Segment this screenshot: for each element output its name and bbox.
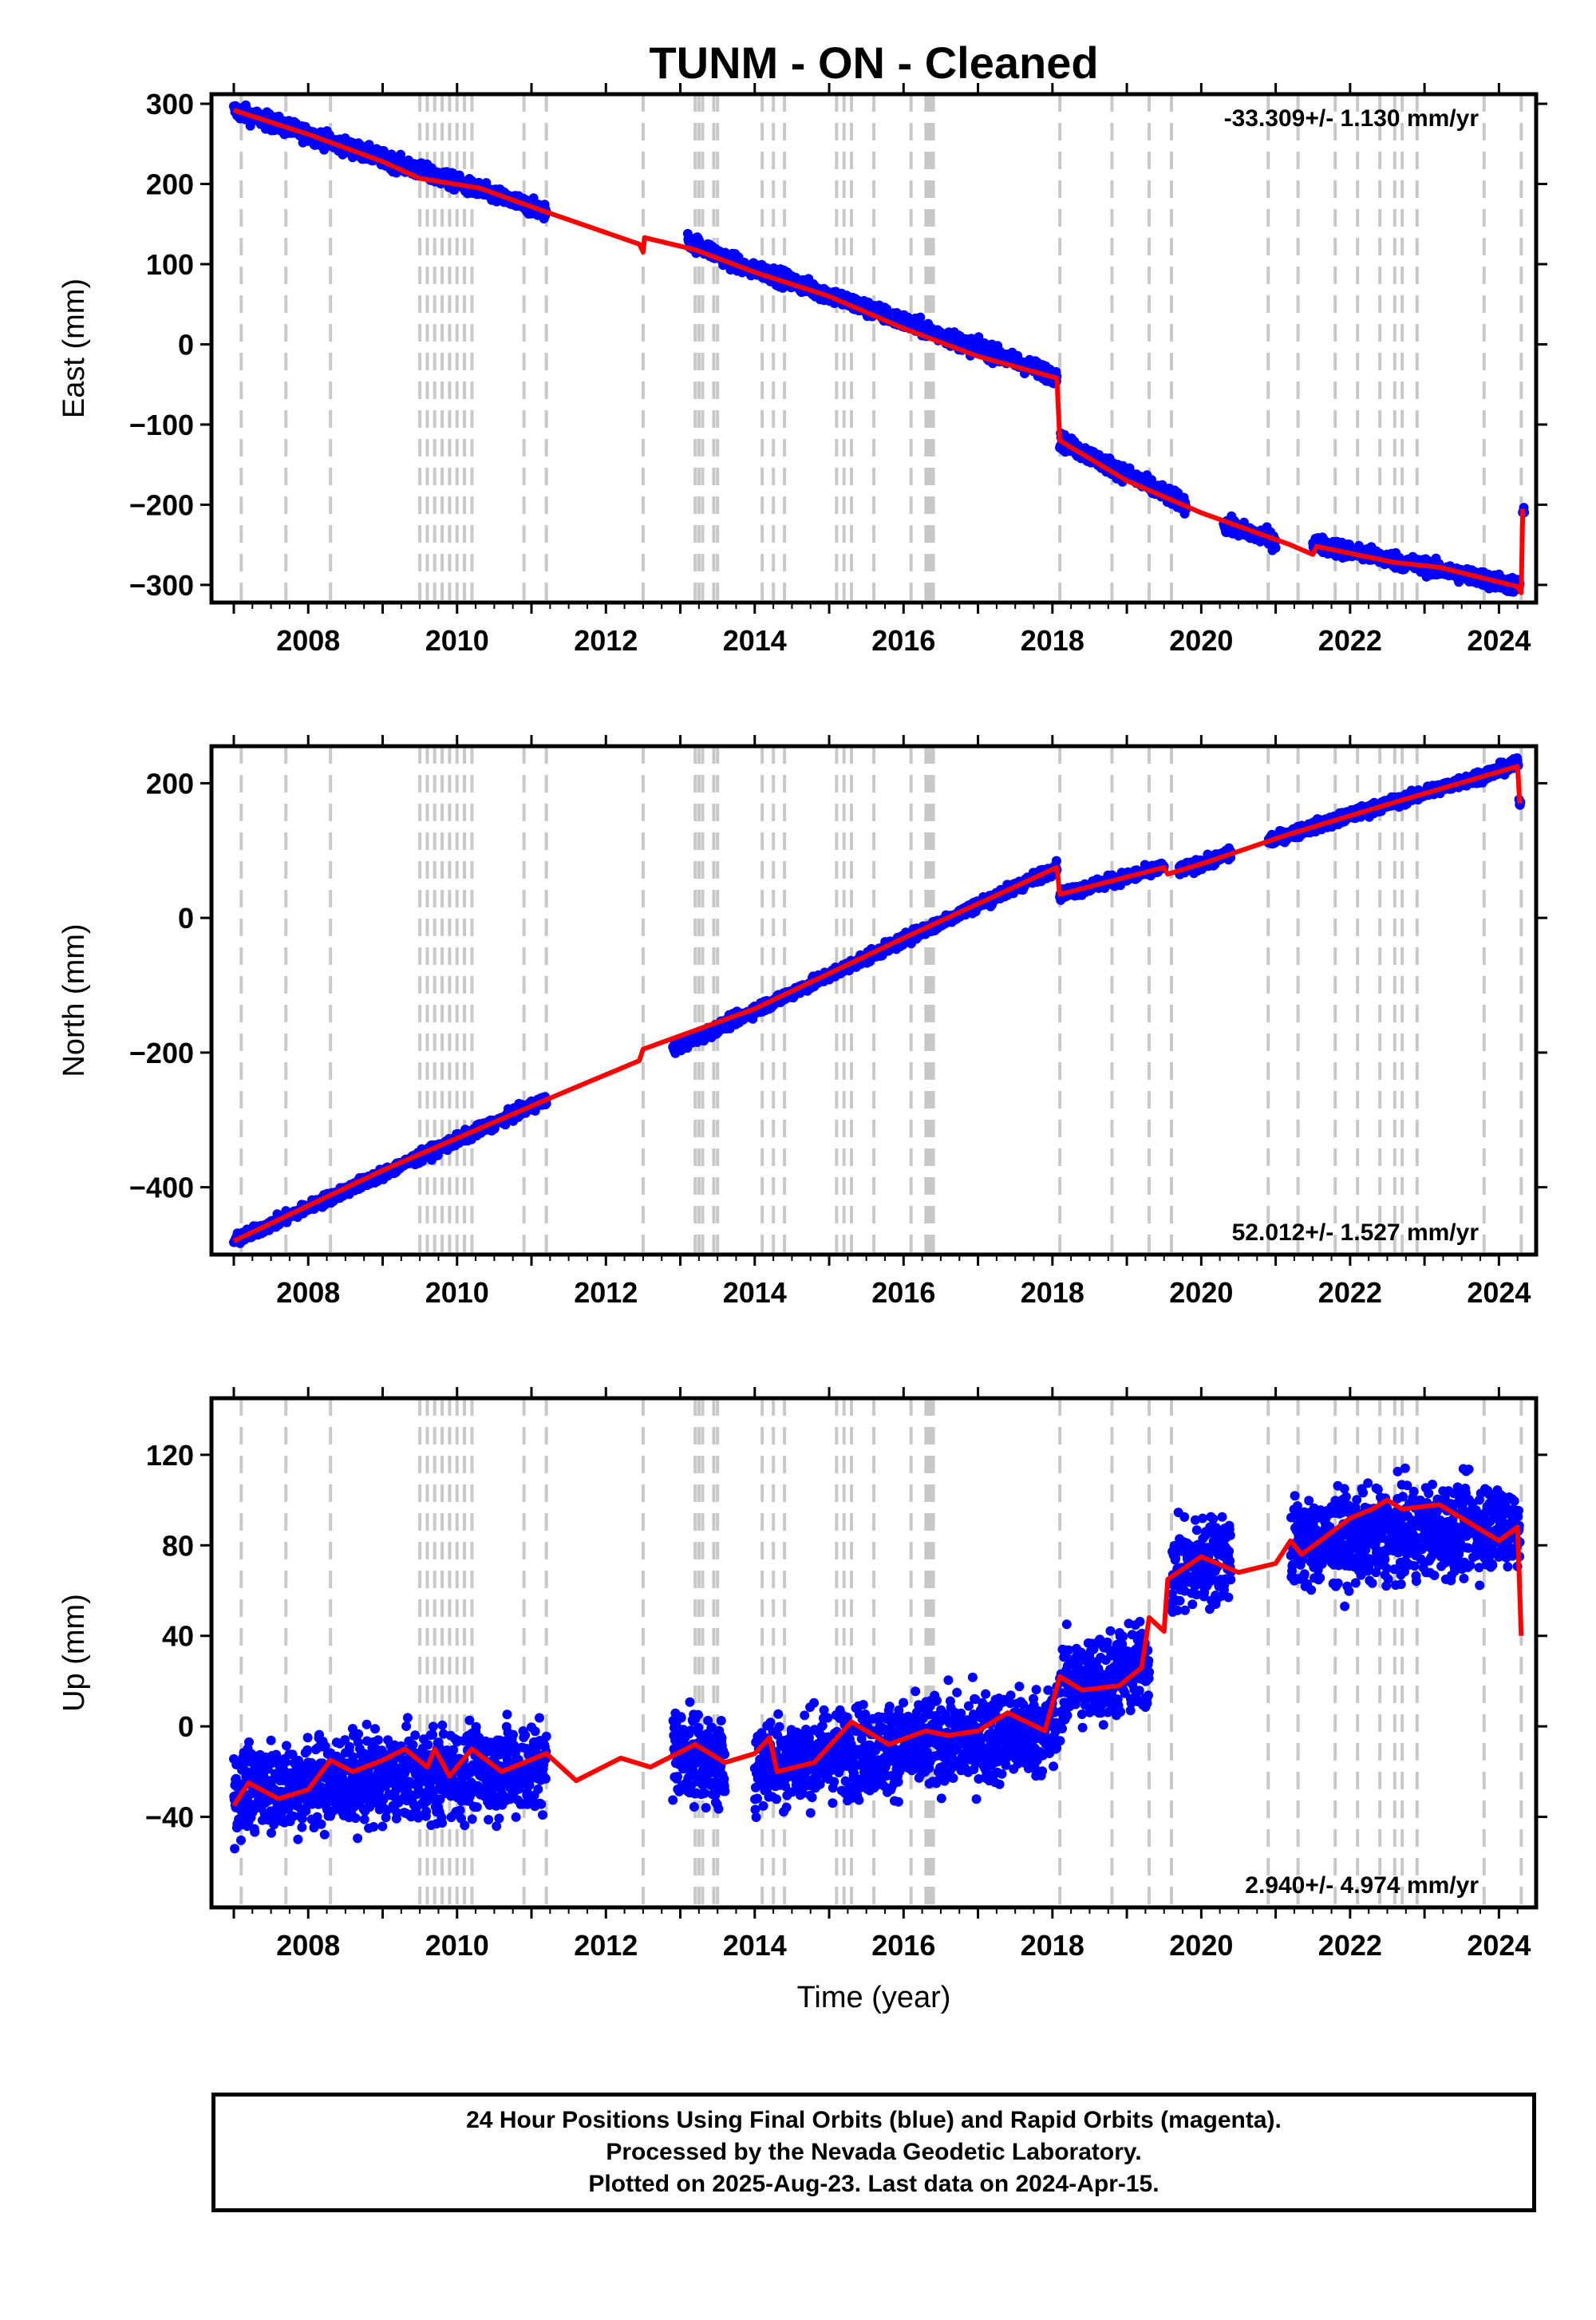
- x-tick-label: 2020: [1169, 624, 1233, 657]
- x-tick-label: 2008: [276, 624, 340, 657]
- y-tick-label: 100: [146, 248, 194, 281]
- figure-title: TUNM - ON - Cleaned: [649, 38, 1098, 88]
- data-points: [229, 753, 1525, 1248]
- data-point: [1271, 543, 1281, 553]
- y-tick-label: 300: [146, 88, 194, 121]
- y-tick-label: −300: [129, 569, 194, 602]
- x-tick-label: 2018: [1021, 624, 1084, 657]
- x-tick-label: 2014: [723, 624, 787, 657]
- data-points: [229, 101, 1529, 597]
- y-tick-label: −100: [129, 409, 194, 441]
- x-tick-label: 2016: [871, 624, 935, 657]
- x-tick-label: 2012: [574, 624, 638, 657]
- panel-1: 300 200 100 0 −100 −200 −300 2008 2010 2012 2014 20…: [57, 83, 1547, 657]
- y-tick-label: 0: [178, 328, 194, 361]
- y-tick-label: 200: [146, 168, 194, 201]
- y-axis-label: East (mm): [57, 279, 91, 418]
- rate-label: -33.309+/- 1.130 mm/yr: [1224, 105, 1479, 132]
- y-tick-label: −200: [129, 488, 194, 521]
- data-point: [1052, 856, 1061, 866]
- x-tick-label: 2024: [1467, 624, 1531, 657]
- x-tick-label: 2022: [1318, 624, 1382, 657]
- x-tick-label: 2010: [425, 624, 489, 657]
